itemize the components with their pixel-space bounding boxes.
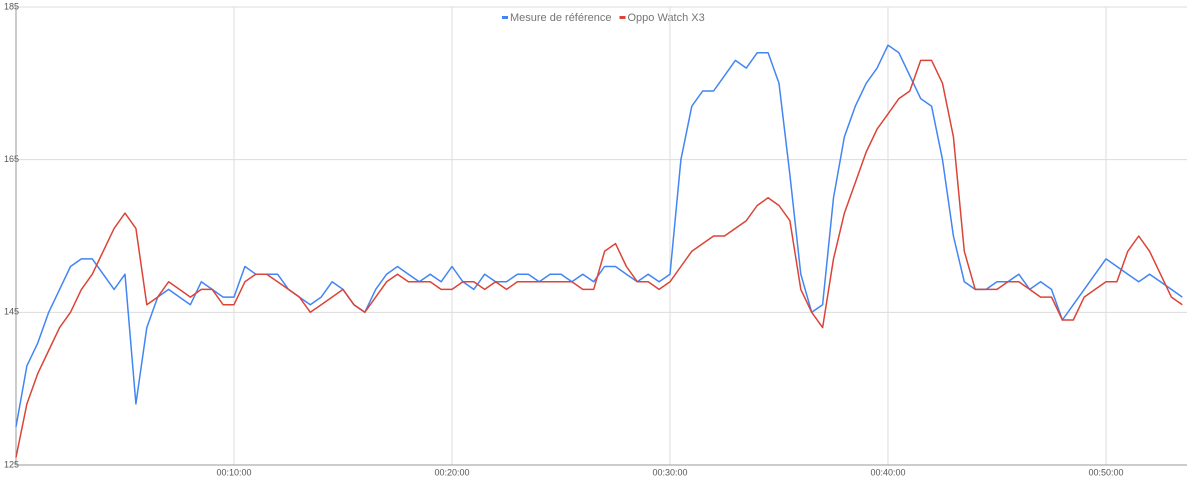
y-tick-label: 145	[4, 307, 19, 317]
y-tick-label: 125	[4, 459, 19, 469]
x-tick-label: 00:50:00	[1088, 467, 1123, 477]
legend: Mesure de référence Oppo Watch X3	[502, 12, 705, 24]
data-line	[15, 59, 1183, 458]
x-tick-label: 00:10:00	[216, 467, 251, 477]
legend-swatch	[619, 16, 626, 19]
legend-label: Oppo Watch X3	[628, 12, 705, 24]
data-line	[15, 44, 1183, 427]
x-tick-label: 00:40:00	[870, 467, 905, 477]
legend-swatch	[502, 16, 508, 19]
y-tick-label: 165	[4, 154, 19, 164]
legend-label: Mesure de référence	[510, 12, 612, 24]
y-tick-label: 185	[4, 1, 19, 11]
x-tick-label: 00:20:00	[434, 467, 469, 477]
x-tick-label: 00:30:00	[652, 467, 687, 477]
